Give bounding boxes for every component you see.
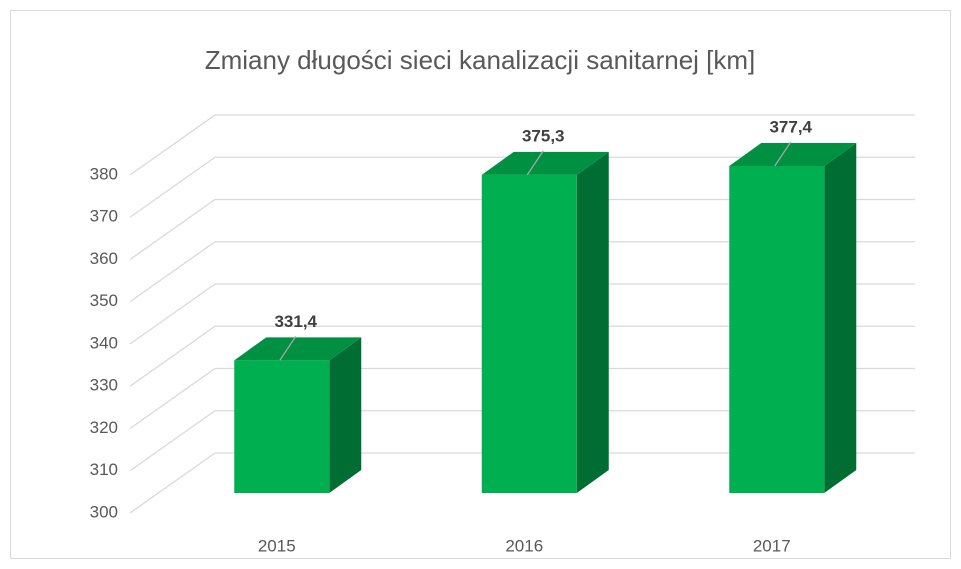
bar-top (729, 142, 857, 166)
x-tick-label: 2016 (505, 536, 543, 555)
grid-line (129, 156, 915, 218)
grid-line (129, 283, 915, 345)
x-tick-label: 2017 (753, 536, 791, 555)
grid-line (129, 114, 915, 176)
value-label: 331,4 (274, 312, 317, 331)
y-tick-label: 360 (90, 249, 118, 268)
grid-line (129, 198, 915, 261)
y-tick-label: 330 (90, 376, 118, 395)
leader-line (279, 335, 297, 361)
bar-side (576, 151, 609, 494)
bar-top (234, 337, 362, 361)
grid-line (129, 241, 915, 303)
bar (481, 151, 609, 494)
bar-side (329, 337, 362, 493)
bar-top (481, 151, 609, 175)
bar-front (481, 174, 577, 494)
bar-side (824, 142, 857, 494)
grid-line (129, 325, 915, 387)
grid-line (129, 452, 915, 514)
y-tick-label: 320 (90, 418, 118, 437)
value-label: 377,4 (769, 117, 812, 136)
bar (234, 337, 362, 493)
grid-line (129, 367, 915, 430)
y-tick-label: 350 (90, 291, 118, 310)
y-tick-label: 310 (90, 460, 118, 479)
chart-title: Zmiany długości sieci kanalizacji sanita… (205, 45, 756, 75)
y-tick-label: 370 (90, 207, 118, 226)
bar (729, 142, 857, 494)
leader-line (774, 141, 792, 167)
y-tick-label: 380 (90, 164, 118, 183)
bar-front (729, 165, 825, 494)
leader-line (526, 150, 544, 176)
value-label: 375,3 (522, 126, 565, 145)
grid-line (129, 410, 915, 472)
bar-front (234, 360, 330, 493)
x-tick-label: 2015 (258, 536, 296, 555)
y-tick-label: 340 (90, 333, 118, 352)
y-tick-label: 300 (90, 502, 118, 521)
